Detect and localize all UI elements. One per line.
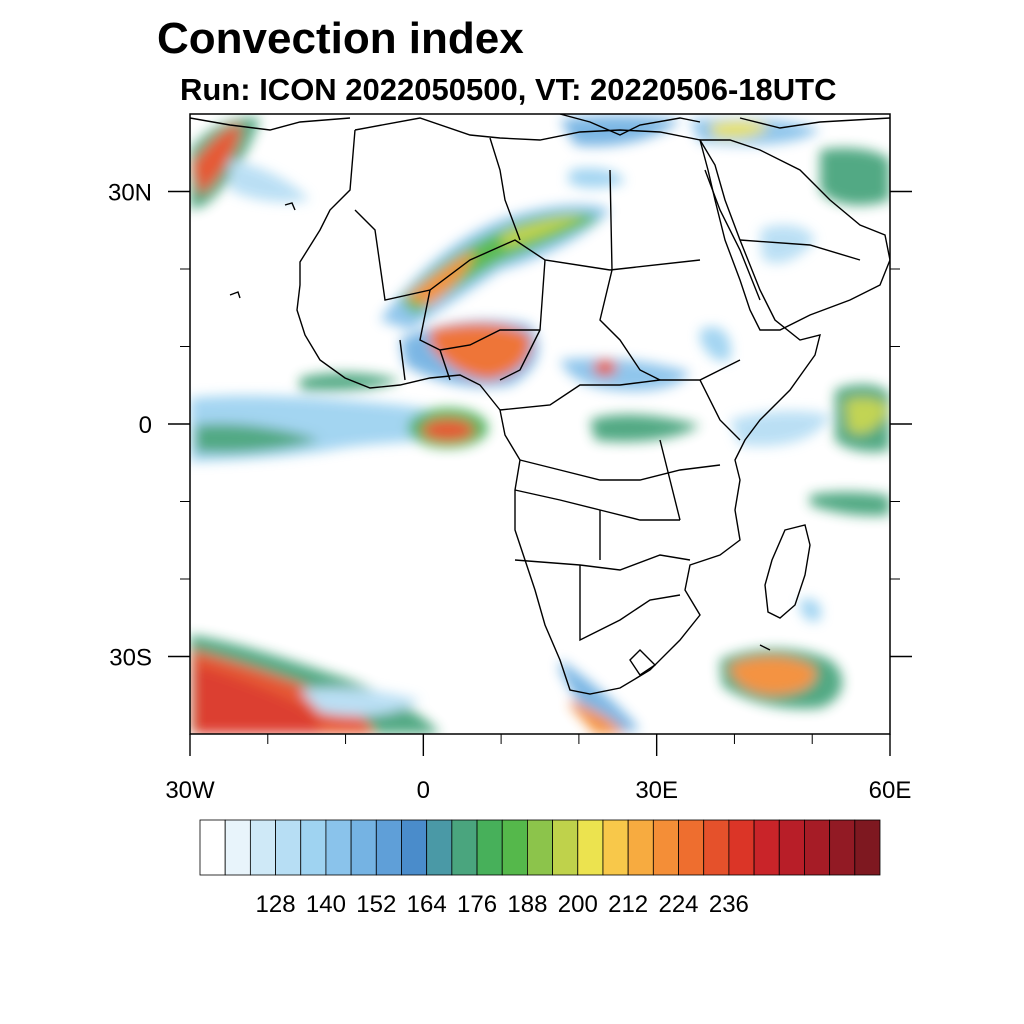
lon-tick-label: 30W: [165, 777, 215, 804]
colorbar-swatch: [552, 819, 579, 876]
colorbar-swatch: [703, 819, 730, 876]
colorbar-tick-label: 200: [558, 891, 598, 918]
colorbar-tick-label: 236: [709, 891, 749, 918]
colorbar-swatch: [778, 819, 805, 876]
colorbar-swatch: [678, 819, 705, 876]
colorbar-swatch: [275, 819, 302, 876]
colorbar-tick-label: 152: [356, 891, 396, 918]
colorbar-swatch: [451, 819, 478, 876]
colorbar-swatch: [224, 819, 251, 876]
colorbar-tick-label: 176: [457, 891, 497, 918]
colorbar-swatch: [753, 819, 780, 876]
colorbar-tick-label: 188: [507, 891, 547, 918]
colorbar-swatch: [652, 819, 679, 876]
lon-tick-label: 0: [417, 777, 430, 804]
colorbar-swatch: [627, 819, 654, 876]
colorbar-swatch: [199, 819, 226, 876]
colorbar: 128 140 152 164 176 188 200 212 224 236: [199, 819, 881, 918]
colorbar-swatch: [401, 819, 428, 876]
lat-tick-label: 30N: [108, 180, 152, 207]
lat-tick-label: 0: [139, 412, 152, 439]
colorbar-swatch: [325, 819, 352, 876]
colorbar-swatch: [577, 819, 604, 876]
colorbar-swatch: [375, 819, 402, 876]
colorbar-swatch: [854, 819, 881, 876]
lat-tick-label: 30S: [109, 645, 152, 672]
colorbar-swatch: [350, 819, 377, 876]
colorbar-swatch: [249, 819, 276, 876]
chart-subtitle: Run: ICON 2022050500, VT: 20220506-18UTC: [180, 72, 837, 107]
colorbar-tick-label: 128: [256, 891, 296, 918]
chart-title: Convection index: [157, 14, 524, 63]
colorbar-tick-label: 212: [608, 891, 648, 918]
map-axes: 30W 0 30E 60E 30N 0 30S: [108, 180, 912, 804]
colorbar-tick-label: 164: [407, 891, 447, 918]
colorbar-swatch: [527, 819, 553, 876]
convection-field: [190, 115, 890, 734]
colorbar-tick-label: 224: [658, 891, 698, 918]
colorbar-swatch: [728, 819, 755, 876]
colorbar-swatch: [602, 819, 629, 876]
colorbar-tick-label: 140: [306, 891, 346, 918]
colorbar-swatch: [804, 819, 831, 876]
colorbar-swatch: [300, 819, 327, 876]
colorbar-swatch: [501, 819, 528, 876]
colorbar-swatch: [476, 819, 503, 876]
lon-tick-label: 60E: [869, 777, 912, 804]
coastlines: [190, 114, 890, 695]
colorbar-swatch: [829, 819, 856, 876]
lon-tick-label: 30E: [635, 777, 678, 804]
colorbar-swatch: [426, 819, 453, 876]
